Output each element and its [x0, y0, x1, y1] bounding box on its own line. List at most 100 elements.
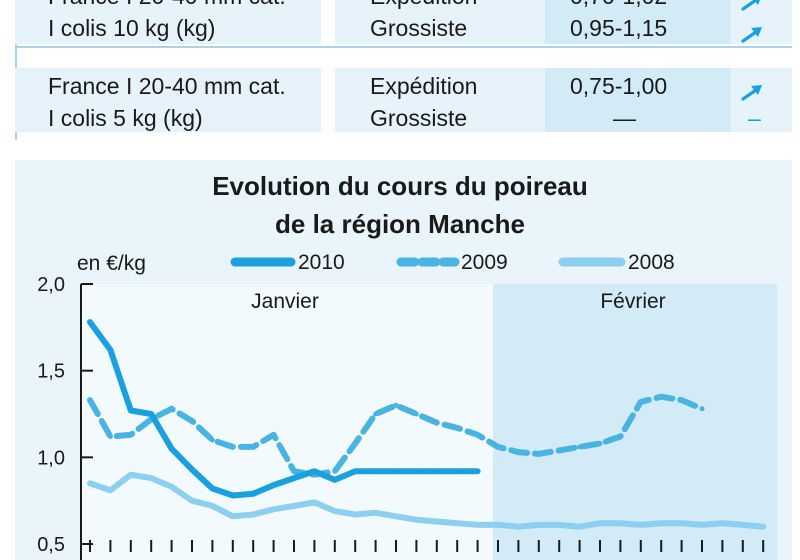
data-point-2008: [373, 510, 379, 516]
price-column-band: [545, 0, 731, 44]
chart-title-line1: Evolution du cours du poireau: [212, 171, 588, 201]
data-point-2008: [556, 522, 562, 528]
legend-label-2010: 2010: [298, 251, 345, 274]
month-label-janvier: Janvier: [251, 290, 319, 313]
series-layer: [87, 319, 767, 530]
data-point-2008: [454, 520, 460, 526]
data-point-2010: [454, 468, 460, 474]
data-point-2008: [107, 487, 113, 493]
up-arrow-icon: [741, 27, 762, 43]
data-point-2009: [454, 425, 460, 431]
data-point-2008: [250, 512, 256, 517]
data-point-2009: [87, 397, 93, 403]
data-point-2009: [107, 434, 113, 439]
data-point-2009: [434, 420, 440, 426]
series-line-2008: [87, 471, 767, 530]
data-point-2008: [515, 524, 521, 530]
stage-label: Expédition: [370, 73, 478, 99]
data-point-2010: [413, 468, 419, 474]
stage-label: Expédition: [370, 0, 477, 12]
data-point-2010: [169, 446, 175, 452]
price-table: France I 20-40 mm cat. I colis 10 kg (kg…: [0, 0, 800, 140]
data-point-2010: [352, 468, 358, 474]
data-point-2008: [617, 520, 623, 526]
data-point-2008: [495, 522, 501, 528]
data-point-2009: [536, 451, 542, 457]
data-point-2009: [373, 411, 379, 417]
data-point-2008: [536, 522, 542, 528]
data-point-2009: [658, 394, 664, 400]
data-point-2010: [250, 491, 256, 497]
price-value: 0,70-1,02: [570, 0, 667, 12]
table-row-divider: [15, 46, 792, 48]
price-value: —: [613, 105, 636, 131]
data-point-2008: [699, 522, 705, 528]
price-column-band: [545, 68, 731, 132]
data-point-2008: [332, 508, 338, 514]
table-row: France I 20-40 mm cat. I colis 5 kg (kg)…: [15, 68, 792, 132]
series-line-2010: [87, 319, 481, 499]
data-point-2009: [475, 432, 481, 438]
up-arrow-icon: [741, 85, 762, 101]
y-tick-label: 1,0: [37, 447, 65, 469]
data-point-2010: [291, 475, 297, 481]
data-point-2008: [760, 524, 766, 530]
data-point-2010: [107, 347, 113, 353]
data-point-2009: [352, 441, 358, 446]
stage-label: Grossiste: [370, 105, 468, 131]
product-label: I colis 5 kg (kg): [48, 105, 203, 131]
data-point-2008: [169, 484, 175, 490]
data-point-2009: [271, 432, 277, 438]
data-point-2009: [393, 402, 399, 408]
stable-dash-icon: –: [748, 105, 761, 131]
data-point-2009: [291, 468, 297, 474]
up-arrow-icon: [741, 0, 760, 11]
data-point-2008: [577, 524, 583, 530]
price-value: 0,95-1,15: [570, 15, 668, 41]
data-point-2010: [311, 468, 317, 474]
data-point-2010: [475, 468, 481, 474]
data-point-2010: [393, 468, 399, 474]
data-point-2008: [209, 503, 215, 509]
y-tick-label: 0,5: [37, 534, 65, 556]
data-point-2010: [373, 468, 379, 474]
price-value: 0,75-1,00: [570, 73, 668, 99]
month-label-fevrier: Février: [600, 290, 665, 313]
chart-title-line2: de la région Manche: [275, 209, 525, 239]
stage-label: Grossiste: [370, 15, 468, 41]
data-point-2009: [699, 406, 705, 412]
february-band: [493, 284, 777, 560]
data-point-2008: [597, 520, 603, 526]
data-point-2009: [617, 434, 623, 439]
data-point-2009: [230, 444, 236, 450]
data-point-2010: [271, 482, 277, 488]
column-divider: [321, 68, 335, 132]
data-point-2008: [230, 513, 236, 519]
data-point-2008: [658, 520, 664, 526]
y-axis-unit: en €/kg: [77, 252, 146, 275]
data-point-2009: [515, 449, 521, 455]
data-point-2008: [475, 522, 481, 528]
data-point-2008: [311, 499, 317, 505]
data-point-2009: [169, 406, 175, 412]
data-point-2009: [189, 418, 195, 424]
data-point-2009: [413, 411, 419, 417]
data-point-2010: [230, 493, 236, 498]
data-point-2009: [250, 444, 256, 450]
column-divider: [321, 0, 335, 44]
chart-panel: Evolution du cours du poireau de la régi…: [15, 160, 792, 560]
legend-label-2008: 2008: [628, 251, 675, 274]
data-point-2008: [128, 472, 134, 478]
product-label: France I 20-40 mm cat.: [48, 73, 286, 99]
legend: 2010 2009 2008: [230, 251, 675, 274]
data-point-2010: [189, 467, 195, 472]
data-point-2009: [577, 444, 583, 450]
data-point-2008: [189, 498, 195, 504]
product-label: France I 20-40 mm cat.: [48, 0, 286, 12]
data-point-2010: [87, 319, 93, 325]
data-point-2009: [556, 447, 562, 453]
data-point-2009: [209, 437, 215, 443]
data-point-2009: [638, 399, 644, 405]
data-point-2009: [597, 441, 603, 446]
data-point-2008: [719, 520, 725, 526]
